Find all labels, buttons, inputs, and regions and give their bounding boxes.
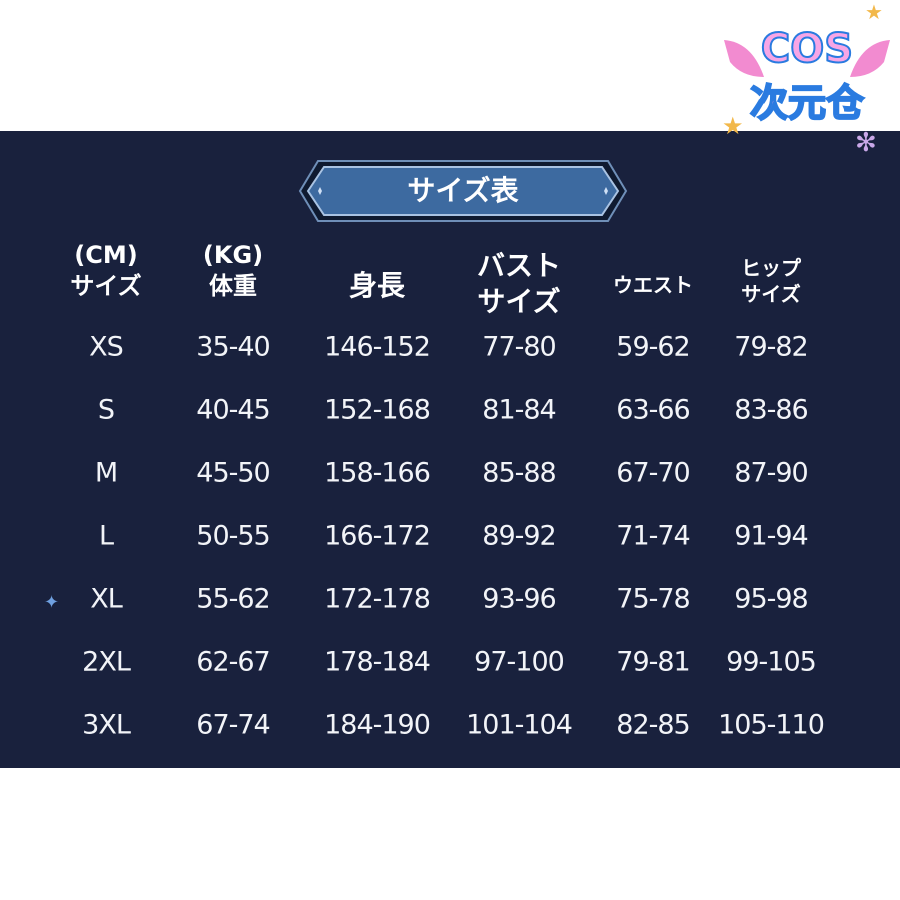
size-label: XL <box>90 583 123 615</box>
size-chart-panel <box>0 131 900 768</box>
star-icon: ★ <box>722 112 744 140</box>
table-cell: 105-110 <box>718 709 825 741</box>
column-header: ウエスト <box>613 272 693 298</box>
table-cell: 79-81 <box>616 646 690 678</box>
table-cell: 83-86 <box>734 394 808 426</box>
column-header-line: ヒップ <box>741 256 801 280</box>
table-cell: 97-100 <box>474 646 565 678</box>
size-label: S <box>97 394 115 426</box>
table-cell: 50-55 <box>196 520 270 552</box>
column-header-line: サイズ <box>477 285 561 319</box>
chart-title: サイズ表 <box>407 174 519 207</box>
table-cell: 75-78 <box>616 583 690 615</box>
table-cell: 45-50 <box>196 457 270 489</box>
table-cell: 85-88 <box>482 457 556 489</box>
table-cell: 87-90 <box>734 457 808 489</box>
wings-icon <box>724 40 890 77</box>
logo-text-cos: COS <box>760 25 854 73</box>
table-cell: 82-85 <box>616 709 690 741</box>
table-cell: 158-166 <box>324 457 431 489</box>
table-cell: 89-92 <box>482 520 556 552</box>
size-label: XS <box>89 331 124 363</box>
brand-logo: COS 次元仓 <box>722 22 892 127</box>
column-header: (KG) 体重 <box>203 240 263 302</box>
table-cell: 59-62 <box>616 331 690 363</box>
table-cell: 77-80 <box>482 331 556 363</box>
size-label: L <box>98 520 114 552</box>
sparkle-icon: ✦ <box>44 592 60 613</box>
column-header: バスト サイズ <box>477 248 561 321</box>
table-cell: 62-67 <box>196 646 270 678</box>
column-header-line: サイズ <box>741 282 801 306</box>
column-header-line: バスト <box>476 249 562 282</box>
table-cell: 166-172 <box>324 520 431 552</box>
size-label: 3XL <box>82 709 131 741</box>
column-header: 身長 <box>349 268 405 304</box>
size-label: M <box>94 457 118 489</box>
table-cell: 152-168 <box>324 394 431 426</box>
table-cell: 67-70 <box>616 457 690 489</box>
table-cell: 91-94 <box>734 520 808 552</box>
snowflake-icon: ✻ <box>855 128 877 158</box>
column-header-line: (CM) <box>74 241 138 269</box>
table-cell: 93-96 <box>482 583 556 615</box>
table-cell: 101-104 <box>466 709 573 741</box>
size-label: 2XL <box>82 646 131 678</box>
table-cell: 67-74 <box>196 709 270 741</box>
column-header-line: サイズ <box>70 272 142 301</box>
table-cell: 71-74 <box>616 520 690 552</box>
column-header: ヒップ サイズ <box>741 255 801 307</box>
table-cell: 40-45 <box>196 394 270 426</box>
column-header-line: 身長 <box>348 269 406 302</box>
table-cell: 55-62 <box>196 583 270 615</box>
column-header: (CM) サイズ <box>70 240 141 302</box>
table-cell: 63-66 <box>616 394 690 426</box>
logo-text-cn: 次元仓 <box>749 80 865 126</box>
table-cell: 172-178 <box>324 583 431 615</box>
table-cell: 146-152 <box>324 331 431 363</box>
table-cell: 79-82 <box>734 331 808 363</box>
star-icon: ★ <box>865 0 883 24</box>
table-cell: 35-40 <box>196 331 270 363</box>
table-cell: 81-84 <box>482 394 556 426</box>
table-cell: 99-105 <box>726 646 817 678</box>
title-badge <box>298 160 628 222</box>
column-header-line: ウエスト <box>613 273 693 297</box>
table-cell: 95-98 <box>734 583 808 615</box>
table-cell: 184-190 <box>324 709 431 741</box>
column-header-line: 体重 <box>208 272 257 301</box>
column-header-line: (KG) <box>202 241 264 269</box>
table-cell: 178-184 <box>324 646 431 678</box>
